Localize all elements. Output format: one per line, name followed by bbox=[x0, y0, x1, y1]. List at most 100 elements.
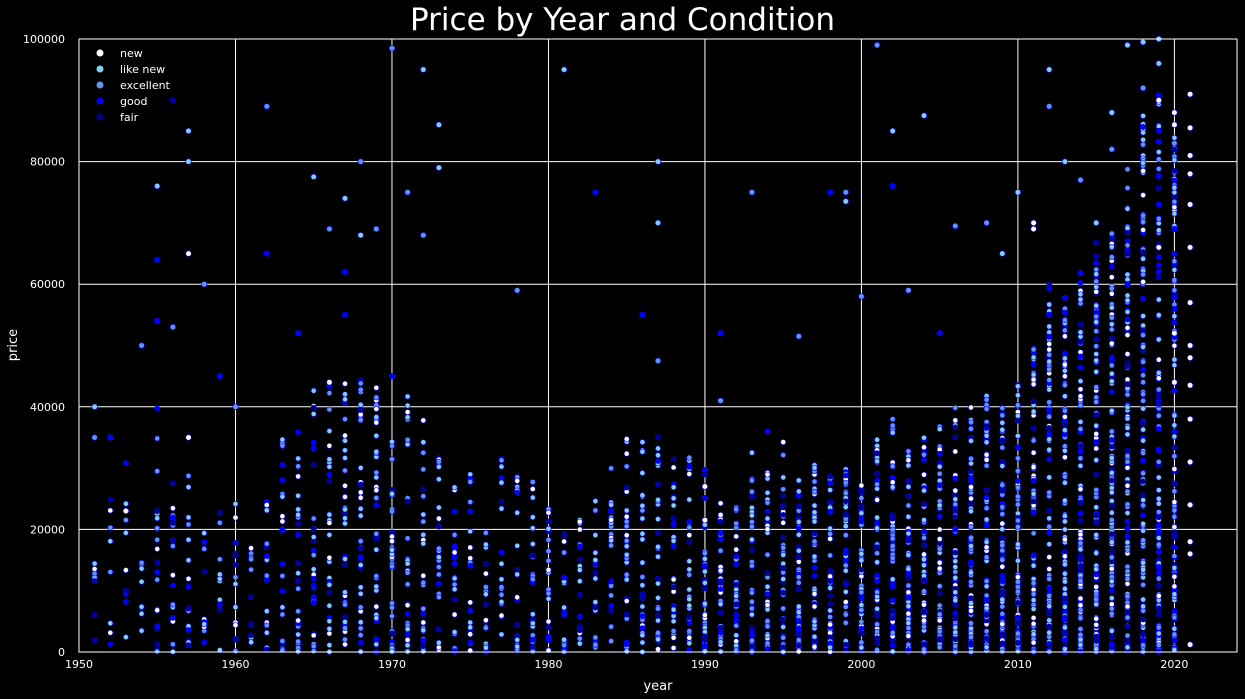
data-point bbox=[529, 514, 536, 521]
data-point bbox=[91, 560, 98, 567]
data-point bbox=[154, 559, 161, 566]
data-point-fair bbox=[701, 633, 709, 640]
data-point bbox=[999, 463, 1006, 469]
data-point bbox=[733, 638, 740, 645]
data-point bbox=[404, 626, 411, 632]
data-point bbox=[592, 532, 599, 538]
data-point bbox=[138, 603, 145, 610]
data-point bbox=[123, 599, 129, 605]
data-point bbox=[921, 487, 927, 494]
data-point bbox=[921, 434, 927, 441]
data-point bbox=[921, 577, 927, 584]
data-point-good bbox=[388, 373, 396, 380]
data-point bbox=[545, 509, 552, 516]
data-point bbox=[1093, 445, 1100, 452]
data-point bbox=[435, 571, 442, 578]
data-point bbox=[592, 498, 599, 504]
data-point-good bbox=[341, 311, 349, 318]
data-point bbox=[1093, 328, 1100, 335]
data-point bbox=[889, 608, 896, 614]
data-point bbox=[827, 480, 833, 487]
data-point bbox=[1062, 382, 1068, 389]
data-point-good bbox=[826, 189, 834, 196]
data-point bbox=[968, 595, 974, 602]
data-point bbox=[1155, 541, 1162, 548]
data-point bbox=[545, 548, 552, 555]
data-point bbox=[780, 605, 787, 612]
data-point bbox=[655, 580, 661, 587]
data-point bbox=[1171, 513, 1178, 520]
data-point bbox=[1062, 407, 1068, 414]
data-point bbox=[936, 546, 943, 552]
data-point bbox=[295, 608, 301, 615]
data-point bbox=[1062, 553, 1068, 560]
data-point bbox=[780, 474, 787, 481]
data-point bbox=[420, 493, 427, 500]
data-point bbox=[968, 625, 974, 632]
data-point bbox=[1124, 603, 1131, 610]
data-point bbox=[702, 612, 708, 618]
data-point bbox=[592, 642, 599, 648]
data-point bbox=[608, 542, 614, 549]
data-point bbox=[185, 642, 192, 649]
data-point bbox=[827, 585, 833, 591]
data-point bbox=[749, 512, 755, 519]
data-point bbox=[310, 575, 317, 582]
data-point bbox=[889, 429, 896, 436]
data-point bbox=[326, 428, 333, 434]
data-point bbox=[169, 537, 176, 544]
data-point bbox=[889, 642, 896, 649]
data-point bbox=[1108, 644, 1115, 651]
data-point bbox=[1140, 470, 1146, 477]
data-point bbox=[623, 551, 630, 558]
data-point bbox=[561, 538, 567, 545]
data-point bbox=[952, 589, 959, 596]
data-point bbox=[1015, 574, 1021, 580]
data-point bbox=[91, 637, 98, 644]
data-point bbox=[1077, 455, 1084, 462]
data-point bbox=[232, 581, 239, 587]
data-point bbox=[342, 432, 348, 439]
data-point bbox=[608, 501, 614, 508]
data-point bbox=[780, 634, 787, 641]
data-point bbox=[342, 416, 348, 422]
data-point bbox=[1171, 565, 1178, 571]
x-axis-label: year bbox=[643, 679, 673, 694]
data-point bbox=[373, 530, 380, 537]
data-point bbox=[1124, 501, 1131, 508]
data-point bbox=[1015, 493, 1021, 500]
data-point bbox=[1108, 274, 1115, 281]
data-point bbox=[263, 608, 270, 614]
data-point bbox=[842, 620, 849, 626]
data-point bbox=[498, 463, 505, 470]
data-point bbox=[420, 605, 427, 612]
data-point bbox=[435, 594, 442, 600]
data-point bbox=[1077, 510, 1084, 517]
data-point bbox=[889, 615, 896, 621]
data-point bbox=[1171, 305, 1178, 312]
data-point bbox=[1155, 535, 1162, 541]
data-point bbox=[1046, 386, 1053, 393]
data-point bbox=[999, 578, 1006, 585]
data-point bbox=[936, 450, 943, 457]
data-point-fair bbox=[1093, 633, 1100, 640]
data-point bbox=[874, 481, 880, 488]
data-point bbox=[608, 517, 614, 523]
data-point bbox=[1046, 541, 1053, 548]
y-tick-label: 60000 bbox=[30, 278, 65, 291]
data-point bbox=[1077, 270, 1084, 276]
data-point bbox=[749, 546, 755, 553]
data-point bbox=[138, 578, 145, 585]
data-point bbox=[921, 601, 927, 608]
data-point-excellent bbox=[1108, 146, 1115, 153]
data-point-like-new bbox=[1108, 109, 1115, 116]
data-point bbox=[451, 508, 458, 515]
data-point bbox=[545, 618, 552, 625]
data-point bbox=[842, 498, 849, 505]
data-point bbox=[1140, 129, 1146, 136]
data-point bbox=[733, 593, 740, 599]
data-point bbox=[1155, 375, 1162, 382]
data-point bbox=[232, 500, 239, 507]
data-point bbox=[1062, 578, 1068, 585]
